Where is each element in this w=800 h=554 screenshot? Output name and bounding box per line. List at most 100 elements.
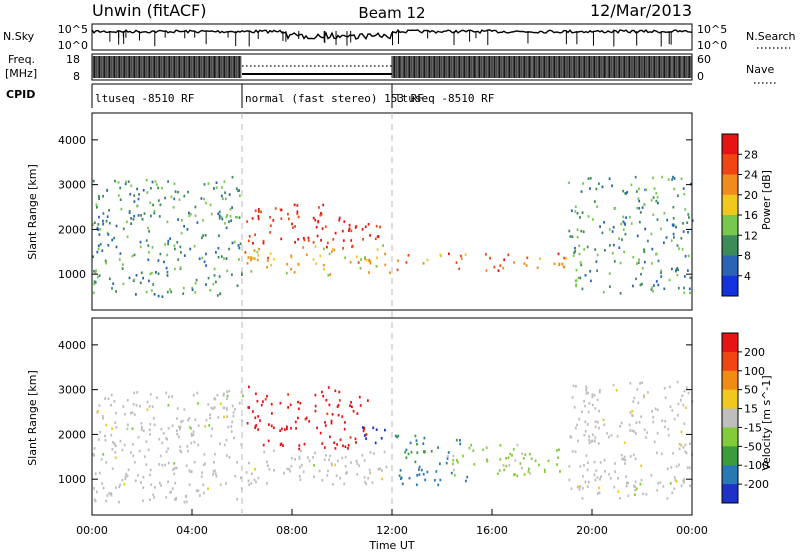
power-cell [328,252,331,256]
velocity-cell [640,478,643,482]
velocity-cell [447,451,450,454]
velocity-cell [654,407,657,411]
velocity-colorbar-tick-label: 200 [744,346,765,359]
power-cell [369,260,372,263]
power-cell [229,215,232,218]
velocity-cell [202,483,205,487]
velocity-cell [341,456,344,460]
power-cell [630,183,633,187]
power-cell [229,208,232,211]
velocity-cell [499,444,502,447]
power-cell [231,273,233,276]
velocity-cell [213,406,216,409]
velocity-colorbar-tick-label: -100 [744,459,769,472]
power-cell [396,268,399,272]
velocity-cell [667,427,670,431]
power-cell [161,186,163,190]
power-cell [94,271,97,274]
velocity-cell [270,424,273,428]
velocity-cell [446,457,449,460]
power-cell [660,227,662,231]
power-cell [280,237,283,241]
velocity-cell [617,490,620,493]
power-cell [159,252,162,256]
velocity-cell [603,458,606,462]
velocity-cell [322,394,325,398]
power-cell [590,279,592,283]
power-cell [145,239,148,242]
power-cell [119,186,122,190]
power-cell [440,254,442,258]
velocity-cell [228,389,231,393]
velocity-cell [669,385,671,389]
power-cell [575,268,578,272]
power-cell [657,259,660,263]
velocity-cell [226,394,229,398]
velocity-cell [604,470,606,473]
power-cell [687,213,690,216]
velocity-cell [124,475,127,479]
power-cell [266,259,269,262]
velocity-cell [136,391,139,394]
velocity-cell [290,464,293,468]
power-cell [613,260,616,263]
velocity-cell [324,424,327,427]
velocity-cell [287,393,289,396]
nsky-label: N.Sky [3,30,35,43]
power-cell [128,276,131,280]
power-cell [574,205,577,209]
velocity-cell [111,448,114,451]
velocity-cell [112,441,114,444]
power-cell [183,194,186,198]
velocity-cell [272,426,275,430]
velocity-cell [105,423,108,427]
velocity-cell [279,401,282,405]
velocity-cell [556,463,558,466]
velocity-cell [176,429,178,432]
velocity-colorbar-frame [721,332,739,504]
velocity-cell [452,454,455,458]
power-cell [290,254,293,258]
power-cell [579,276,582,280]
velocity-cell [328,403,331,407]
velocity-cell [437,446,439,449]
power-cell [117,181,120,184]
velocity-cell [351,405,353,409]
power-colorbar-tick-label: 8 [744,250,751,263]
nsky-line [91,28,693,41]
velocity-cell [115,411,117,415]
power-cell [167,180,169,183]
power-cell [155,183,158,186]
velocity-cell [167,461,170,465]
velocity-cell [179,449,182,453]
velocity-cell [576,423,578,427]
velocity-cell [418,465,421,469]
power-cell [663,241,665,244]
velocity-cell [321,479,324,482]
power-cell [105,261,107,265]
velocity-cell [559,470,561,473]
power-cell [342,247,344,250]
power-cell [683,275,686,278]
nsearch-tick-top: 10^5 [697,23,727,36]
velocity-cell [485,446,488,450]
velocity-cell [666,497,669,500]
power-cell [113,236,115,240]
velocity-cell [123,482,126,486]
power-cell [180,251,182,254]
power-cell [133,194,136,197]
velocity-cell [102,486,105,490]
power-cell [294,241,296,244]
velocity-cell [362,429,365,433]
velocity-cell [295,427,297,430]
velocity-cell [325,398,328,402]
power-cell [323,247,325,251]
velocity-cell [687,391,690,395]
velocity-cell [576,485,579,489]
velocity-cell [671,491,674,495]
velocity-cell [341,415,344,418]
mode-change-lines [241,113,393,515]
velocity-cell [583,433,586,437]
power-cell [262,241,265,245]
velocity-cell [619,424,621,428]
